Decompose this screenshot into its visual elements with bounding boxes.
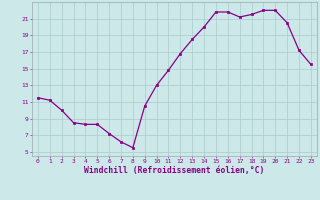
X-axis label: Windchill (Refroidissement éolien,°C): Windchill (Refroidissement éolien,°C)	[84, 166, 265, 175]
